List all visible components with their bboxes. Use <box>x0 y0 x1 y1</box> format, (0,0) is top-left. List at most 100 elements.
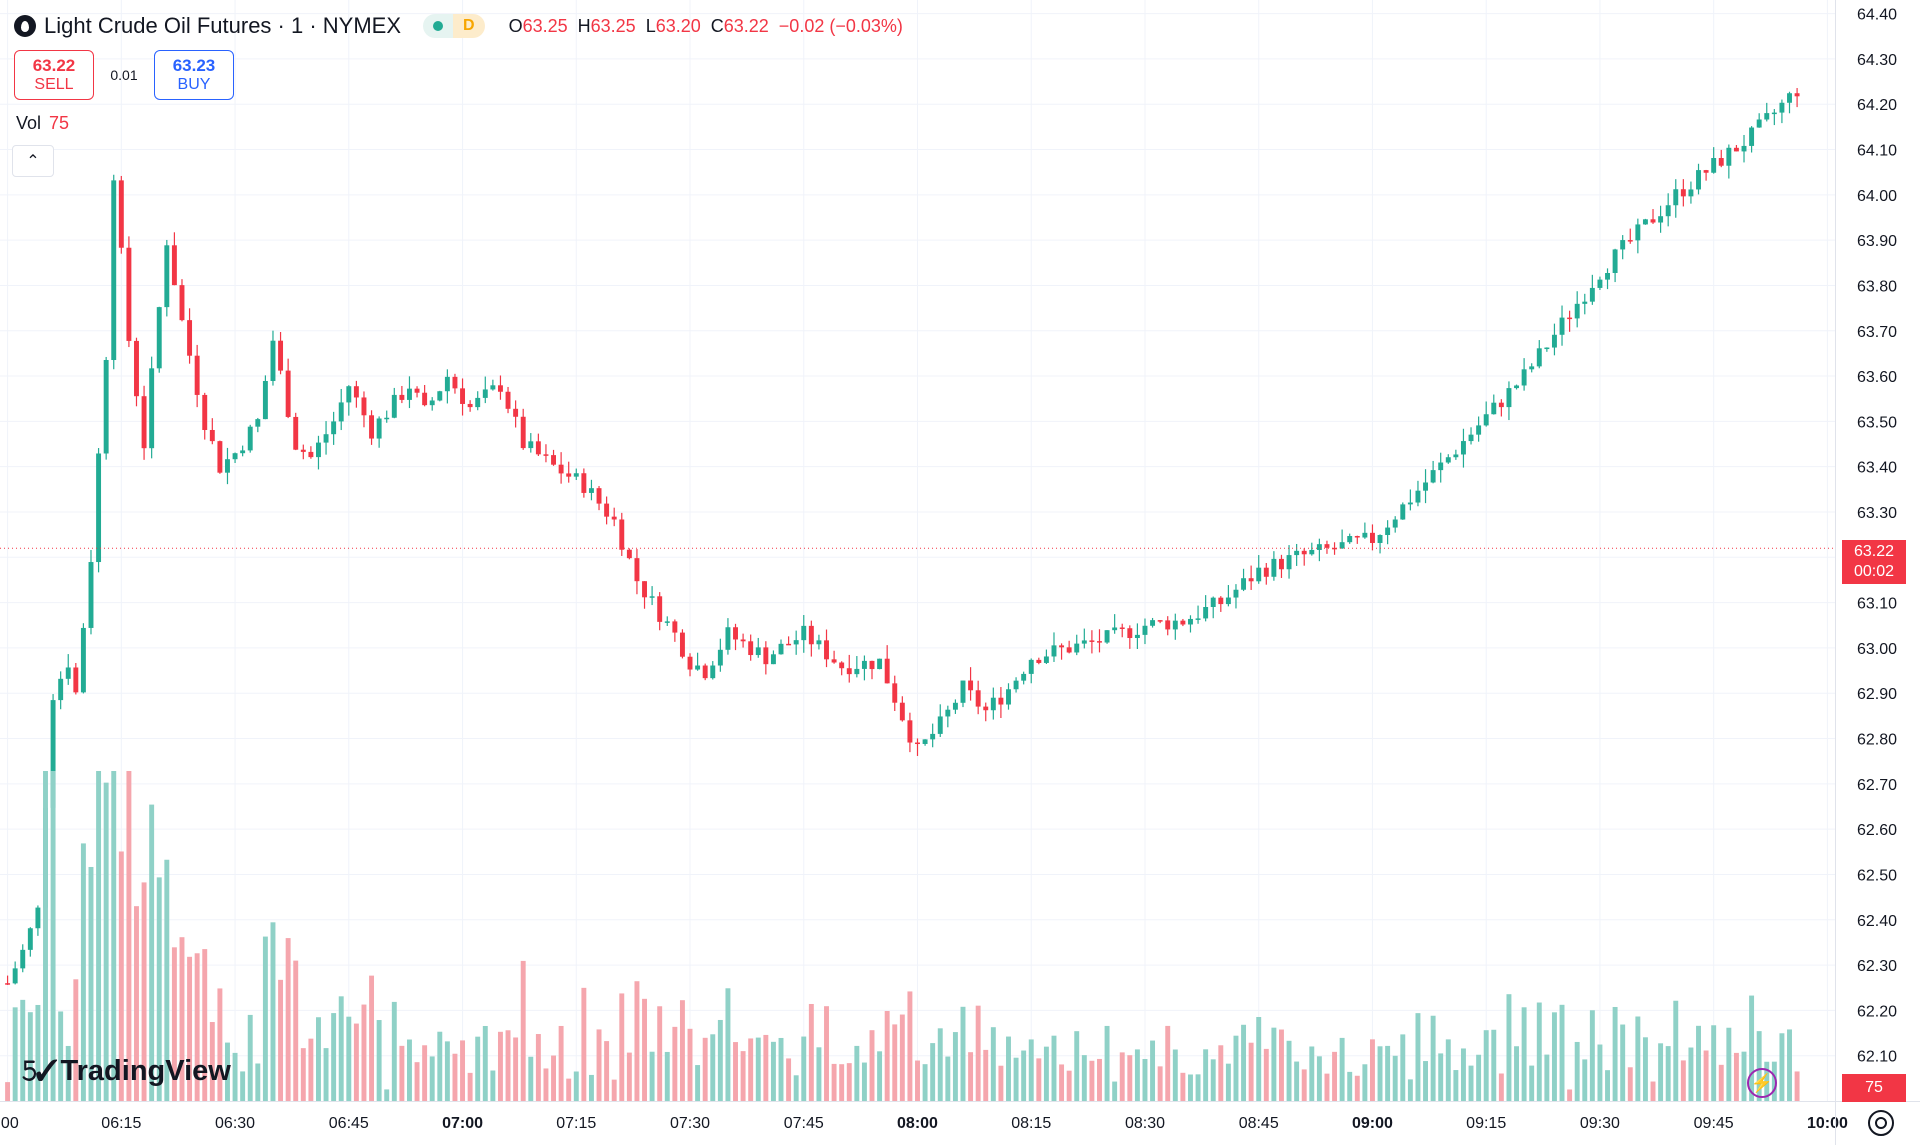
candle-body <box>1445 457 1451 463</box>
volume-bar <box>975 1005 981 1101</box>
candle-body <box>786 643 792 646</box>
volume-bar <box>960 1006 966 1101</box>
candle-body <box>1650 219 1656 223</box>
volume-bar <box>877 1051 883 1101</box>
buy-button[interactable]: 63.23 BUY <box>154 50 234 100</box>
price-tick-label: 62.10 <box>1857 1049 1897 1066</box>
tradingview-logo[interactable]: 𝟻✓ TradingView <box>20 1055 231 1087</box>
volume-bar <box>1074 1031 1080 1101</box>
time-tick-label: 07:00 <box>442 1115 483 1132</box>
price-tick-label: 63.70 <box>1857 324 1897 341</box>
volume-bar <box>475 1036 481 1101</box>
volume-bar <box>1203 1049 1209 1101</box>
candle-body <box>1559 317 1565 335</box>
price-tick-label: 62.40 <box>1857 913 1897 930</box>
candle-body <box>922 739 928 744</box>
volume-bar <box>778 1037 784 1101</box>
volume-bar <box>1089 1060 1095 1101</box>
volume-bar <box>581 987 587 1101</box>
candle-body <box>892 683 898 703</box>
volume-bar <box>528 1056 534 1101</box>
symbol-title[interactable]: Light Crude Oil Futures · 1 · NYMEX <box>44 13 402 38</box>
volume-bar <box>1180 1072 1186 1101</box>
candle-body <box>1407 502 1413 505</box>
candle-body <box>687 656 693 670</box>
candle-body <box>331 421 337 435</box>
volume-bar <box>96 771 102 1101</box>
volume-bar <box>1051 1035 1057 1101</box>
delayed-badge: D <box>453 14 485 38</box>
candle-body <box>1241 578 1247 590</box>
market-status-pill[interactable]: D <box>423 14 485 38</box>
volume-bar <box>1407 1079 1413 1101</box>
volume-bar <box>1445 1039 1451 1101</box>
volume-bar <box>1491 1029 1497 1101</box>
candle-body <box>247 426 253 451</box>
price-tick-label: 62.30 <box>1857 958 1897 975</box>
candle-body <box>710 665 716 679</box>
candle-body <box>1089 640 1095 642</box>
volume-bar <box>672 1026 678 1101</box>
lightning-icon[interactable]: ⚡ <box>1747 1068 1777 1098</box>
candle-body <box>179 285 185 321</box>
volume-bar <box>748 1038 754 1101</box>
candle-body <box>1377 535 1383 543</box>
candle-body <box>444 376 450 392</box>
candle-body <box>1529 366 1535 370</box>
volume-bar <box>679 1000 685 1101</box>
candle-body <box>452 376 458 389</box>
sell-button[interactable]: 63.22 SELL <box>14 50 94 100</box>
candle-body <box>695 665 701 670</box>
volume-bar <box>1529 1065 1535 1101</box>
candle-body <box>763 647 769 665</box>
candle-body <box>12 968 18 984</box>
volume-bar <box>968 1052 974 1101</box>
volume-bar <box>611 1079 617 1101</box>
candle-body <box>118 180 124 248</box>
candle-body <box>1726 147 1732 166</box>
candle-body <box>1036 659 1042 663</box>
candle-body <box>1597 279 1603 288</box>
volume-bar <box>1188 1074 1193 1101</box>
time-tick-label: 10:00 <box>1807 1115 1848 1132</box>
volume-bar <box>1248 1042 1254 1101</box>
volume-bar <box>1028 1039 1034 1101</box>
candle-body <box>88 562 94 628</box>
candle-body <box>1468 434 1474 442</box>
volume-bar <box>187 956 193 1101</box>
volume-bar <box>1620 1024 1626 1101</box>
candle-body <box>990 697 996 711</box>
collapse-legend-button[interactable]: ⌃ <box>12 145 54 177</box>
candle-body <box>149 368 155 449</box>
volume-bar <box>952 1032 958 1101</box>
candle-body <box>664 621 670 623</box>
candle-body <box>35 907 41 929</box>
volume-bar <box>1309 1046 1315 1101</box>
candle-body <box>725 627 731 650</box>
candle-body <box>1514 385 1519 389</box>
volume-bar <box>399 1045 405 1101</box>
candle-body <box>1263 567 1269 577</box>
candle-body <box>1491 402 1497 415</box>
candle-body <box>854 668 860 675</box>
volume-bar <box>604 1041 610 1101</box>
volume-bar <box>58 1011 64 1101</box>
volume-bar <box>1551 1012 1557 1101</box>
settings-gear-icon[interactable] <box>1868 1110 1894 1136</box>
candle-body <box>869 660 875 670</box>
candle-body <box>816 640 822 645</box>
volume-bar <box>1506 994 1512 1101</box>
ohlc-values: O63.25 H63.25 L63.20 C63.22 −0.02 (−0.03… <box>508 15 903 36</box>
volume-bar <box>1749 995 1755 1101</box>
candle-body <box>353 386 359 398</box>
price-tick-label: 63.90 <box>1857 233 1897 250</box>
volume-bar <box>1210 1059 1216 1101</box>
candle-body <box>1066 647 1072 653</box>
volume-bar <box>126 771 132 1101</box>
candle-body <box>604 503 610 517</box>
volume-bar <box>1066 1070 1072 1101</box>
time-tick-label: 09:00 <box>1352 1115 1393 1132</box>
candle-body <box>1453 454 1459 458</box>
candle-body <box>1210 597 1216 607</box>
